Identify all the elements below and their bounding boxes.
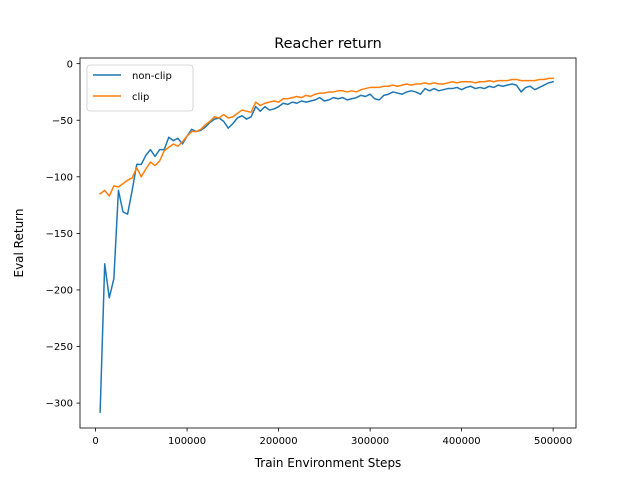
x-tick-label: 300000 (351, 436, 389, 447)
y-tick-label: −300 (46, 399, 73, 410)
series-line-clip (99, 77, 554, 197)
x-axis-label: Train Environment Steps (254, 456, 402, 470)
y-axis: 0 −50 −100 −150 −200 −250 −300 (46, 59, 80, 410)
y-tick-label: −200 (46, 286, 73, 297)
x-tick-label: 0 (92, 436, 98, 447)
y-tick-label: 0 (67, 59, 73, 70)
plot-lines (99, 77, 555, 413)
x-tick-label: 400000 (443, 436, 481, 447)
y-axis-label: Eval Return (12, 208, 26, 277)
legend-box (86, 64, 194, 112)
y-tick-label: −50 (52, 116, 73, 127)
legend-label-clip: clip (132, 92, 149, 103)
chart-title: Reacher return (274, 36, 381, 52)
x-tick-label: 100000 (168, 436, 206, 447)
x-tick-label: 200000 (259, 436, 297, 447)
y-tick-label: −100 (46, 172, 73, 183)
plot-frame (79, 57, 577, 429)
series-line-non-clip (99, 80, 555, 413)
x-axis: 0 100000 200000 300000 400000 500000 (92, 428, 572, 447)
y-tick-label: −250 (46, 342, 73, 353)
legend-label-non-clip: non-clip (132, 71, 172, 82)
y-tick-label: −150 (46, 229, 73, 240)
legend: non-clip clip (86, 64, 194, 112)
x-tick-label: 500000 (534, 436, 572, 447)
